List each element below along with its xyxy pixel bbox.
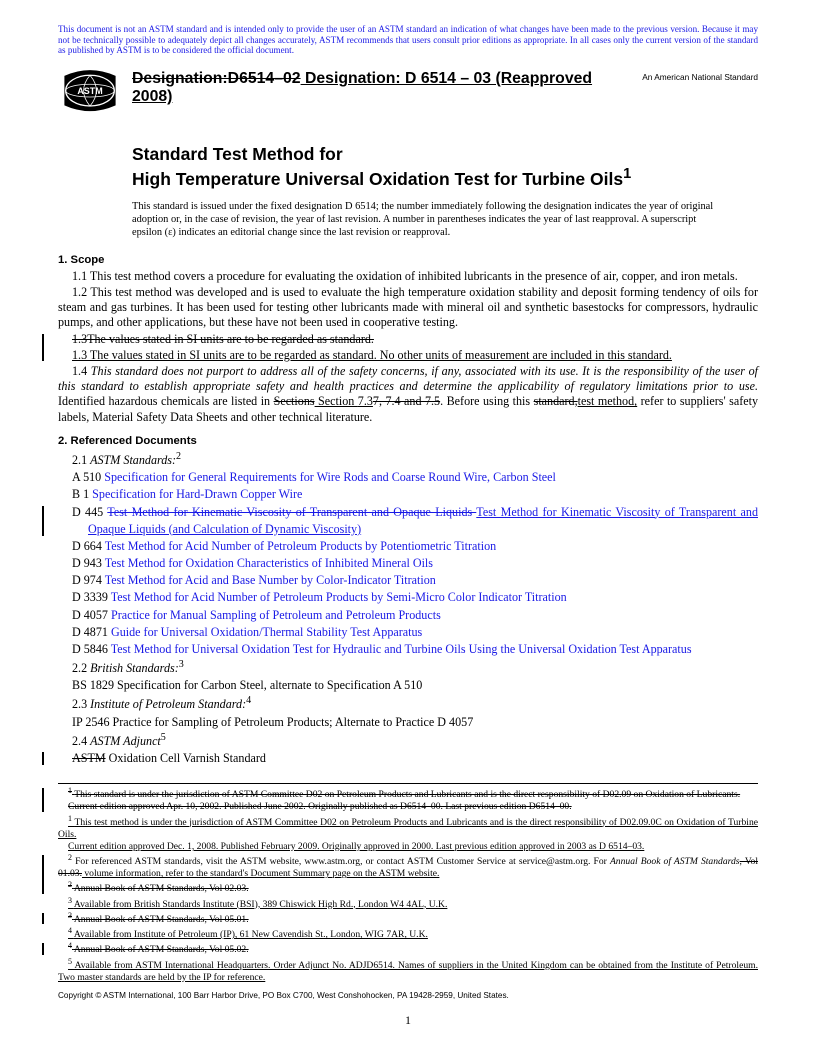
ref-bs1829: BS 1829 Specification for Carbon Steel, … (58, 677, 758, 694)
ref-2-2: 2.2 British Standards:3 (58, 658, 758, 677)
p14-d: . Before using this (440, 394, 534, 408)
r21-b: ASTM Standards: (90, 453, 176, 467)
ref-d943: D 943 Test Method for Oxidation Characte… (58, 555, 758, 572)
para-1-4: 1.4 This standard does not purport to ad… (58, 364, 758, 425)
a510-a: A 510 (72, 470, 104, 484)
ref-2-4: 2.4 ASTM Adjunct5 (58, 731, 758, 750)
para-1-3-struck: 1.3The values stated in SI units are to … (58, 332, 758, 347)
fn3: 3 Available from British Standards Insti… (58, 896, 758, 911)
svg-text:INTERNATIONAL: INTERNATIONAL (65, 112, 116, 118)
r23-b: Institute of Petroleum Standard: (90, 697, 246, 711)
disclaimer-text: This document is not an ASTM standard an… (58, 24, 758, 56)
p14-s2: 7, 7.4 and 7.5 (373, 394, 440, 408)
ref-b1: B 1 Specification for Hard-Drawn Copper … (58, 486, 758, 503)
fn2-s2: 2 Annual Book of ASTM Standards, Vol 02.… (58, 880, 758, 895)
adj-text: Oxidation Cell Varnish Standard (106, 751, 266, 765)
r22-a: 2.2 (72, 661, 90, 675)
link-d5846[interactable]: Test Method for Universal Oxidation Test… (111, 642, 692, 656)
ref-d4871: D 4871 Guide for Universal Oxidation/The… (58, 624, 758, 641)
section-head-refs: 2. Referenced Documents (58, 435, 758, 447)
designation-line: Designation:D6514–02 Designation: D 6514… (132, 70, 592, 105)
link-d974[interactable]: Test Method for Acid and Base Number by … (105, 573, 436, 587)
ref-ip2546: IP 2546 Practice for Sampling of Petrole… (58, 714, 758, 731)
ref-d4057: D 4057 Practice for Manual Sampling of P… (58, 607, 758, 624)
svg-text:ASTM: ASTM (77, 86, 102, 96)
r24-a: 2.4 (72, 734, 90, 748)
p14-italic: This standard does not purport to addres… (58, 364, 758, 393)
link-d3339[interactable]: Test Method for Acid Number of Petroleum… (111, 590, 567, 604)
header-row: ASTM INTERNATIONAL Designation:D6514–02 … (58, 68, 758, 126)
astm-logo: ASTM INTERNATIONAL (58, 68, 122, 126)
r23-a: 2.3 (72, 697, 90, 711)
r24-b: ASTM Adjunct (90, 734, 161, 748)
d4057-a: D 4057 (72, 608, 111, 622)
title-text-2: High Temperature Universal Oxidation Tes… (132, 168, 623, 188)
ref-2-1: 2.1 ASTM Standards:2 (58, 450, 758, 469)
ref-d5846: D 5846 Test Method for Universal Oxidati… (58, 641, 758, 658)
copyright-line: Copyright © ASTM International, 100 Barr… (58, 991, 509, 1000)
r22-sup: 3 (179, 659, 184, 670)
d3339-a: D 3339 (72, 590, 111, 604)
r23-sup: 4 (246, 695, 251, 706)
p14-u2: test method, (578, 394, 638, 408)
footnotes: 1 This standard is under the jurisdictio… (58, 786, 758, 984)
title-sup: 1 (623, 166, 631, 182)
ans-label: An American National Standard (642, 68, 758, 82)
r22-b: British Standards: (90, 661, 179, 675)
link-d4871[interactable]: Guide for Universal Oxidation/Thermal St… (111, 625, 422, 639)
ref-d974: D 974 Test Method for Acid and Base Numb… (58, 572, 758, 589)
fn5: 5 Available from ASTM International Head… (58, 957, 758, 984)
r21-a: 2.1 (72, 453, 90, 467)
d445-struck: Test Method for Kinematic Viscosity of T… (107, 505, 476, 519)
ref-2-3: 2.3 Institute of Petroleum Standard:4 (58, 694, 758, 713)
fn3-s: 3 Annual Book of ASTM Standards, Vol 05.… (58, 911, 758, 926)
p14-c: Identified hazardous chemicals are liste… (58, 394, 274, 408)
footnote-rule (58, 783, 758, 784)
title-block: Standard Test Method for High Temperatur… (132, 144, 758, 190)
p14-s1: Sections (274, 394, 315, 408)
ref-a510: A 510 Specification for General Requirem… (58, 469, 758, 486)
para-1-2: 1.2 This test method was developed and i… (58, 285, 758, 331)
d974-a: D 974 (72, 573, 105, 587)
link-b1[interactable]: Specification for Hard-Drawn Copper Wire (92, 487, 302, 501)
fn1-struck-1: 1 This standard is under the jurisdictio… (58, 786, 758, 801)
fn1-struck-2: Current edition approved Apr. 10, 2002. … (58, 801, 758, 813)
title-line-2: High Temperature Universal Oxidation Tes… (132, 166, 758, 190)
ref-d664: D 664 Test Method for Acid Number of Pet… (58, 538, 758, 555)
link-d664[interactable]: Test Method for Acid Number of Petroleum… (105, 539, 497, 553)
designation-struck: Designation:D6514–02 (132, 70, 301, 87)
link-d4057[interactable]: Practice for Manual Sampling of Petroleu… (111, 608, 441, 622)
r21-sup: 2 (176, 451, 181, 462)
p14-u1: 7.3 (358, 394, 373, 408)
fn1-new-2: Current edition approved Dec. 1, 2008. P… (58, 841, 758, 853)
issue-note: This standard is issued under the fixed … (132, 200, 758, 240)
b1-a: B 1 (72, 487, 92, 501)
ref-d445: D 445 Test Method for Kinematic Viscosit… (58, 504, 758, 538)
d4871-a: D 4871 (72, 625, 111, 639)
page-number: 1 (0, 1013, 816, 1028)
d943-a: D 943 (72, 556, 105, 570)
d664-a: D 664 (72, 539, 105, 553)
d5846-a: D 5846 (72, 642, 111, 656)
title-line-1: Standard Test Method for (132, 144, 758, 165)
fn4: 4 Available from Institute of Petroleum … (58, 926, 758, 941)
link-d943[interactable]: Test Method for Oxidation Characteristic… (105, 556, 433, 570)
fn1-new-1: 1 This test method is under the jurisdic… (58, 814, 758, 841)
p14-s3: standard, (534, 394, 578, 408)
section-head-scope: 1. Scope (58, 254, 758, 266)
para-1-1: 1.1 This test method covers a procedure … (58, 269, 758, 284)
ref-adjunct: ASTM Oxidation Cell Varnish Standard (58, 750, 758, 767)
link-a510[interactable]: Specification for General Requirements f… (104, 470, 556, 484)
p14-a: 1.4 (72, 364, 91, 378)
d445-a: D 445 (72, 505, 107, 519)
adj-struck: ASTM (72, 751, 106, 765)
fn4-s: 4 Annual Book of ASTM Standards, Vol 05.… (58, 941, 758, 956)
p14-m1: Section (315, 394, 358, 408)
r24-sup: 5 (161, 732, 166, 743)
para-1-3-new: 1.3 The values stated in SI units are to… (58, 348, 758, 363)
fn2: 2 For referenced ASTM standards, visit t… (58, 853, 758, 880)
ref-d3339: D 3339 Test Method for Acid Number of Pe… (58, 589, 758, 606)
